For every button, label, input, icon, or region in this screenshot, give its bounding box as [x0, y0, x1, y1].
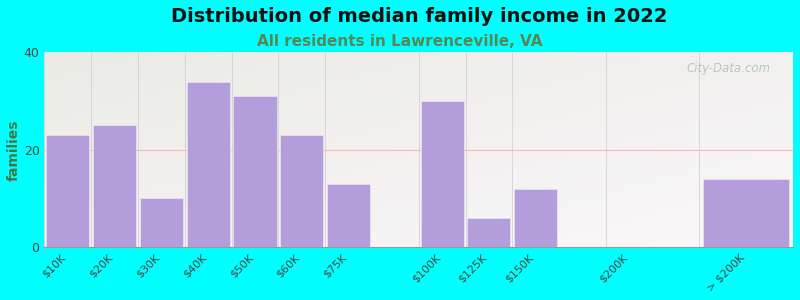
Bar [93, 125, 136, 247]
Bar [514, 189, 558, 247]
Bar [186, 82, 230, 247]
Title: Distribution of median family income in 2022: Distribution of median family income in … [170, 7, 667, 26]
Y-axis label: families: families [7, 119, 21, 181]
Bar [234, 96, 277, 247]
Bar [421, 101, 464, 247]
Bar [703, 179, 790, 247]
Text: City-Data.com: City-Data.com [686, 62, 770, 75]
Bar [467, 218, 510, 247]
Text: All residents in Lawrenceville, VA: All residents in Lawrenceville, VA [258, 34, 542, 50]
Bar [327, 184, 370, 247]
Bar [140, 198, 183, 247]
Bar [280, 135, 323, 247]
Bar [46, 135, 90, 247]
